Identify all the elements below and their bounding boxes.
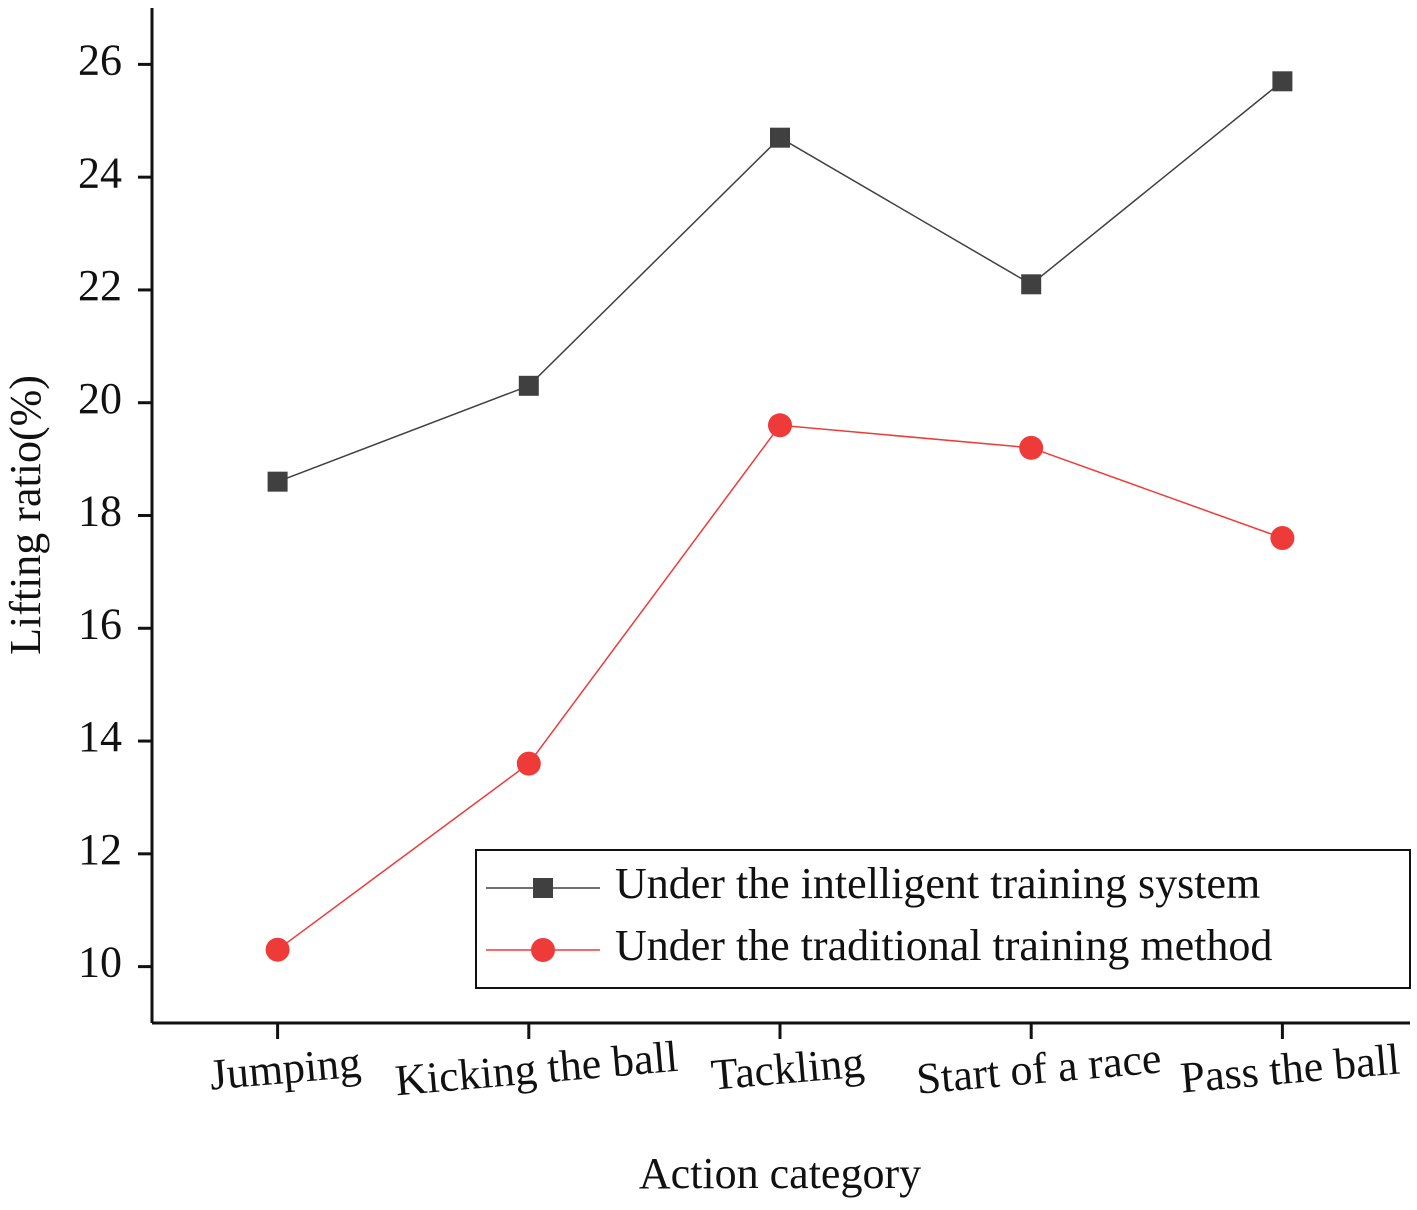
y-tick-label: 12 xyxy=(78,825,122,874)
marker xyxy=(1021,274,1042,295)
legend-label: Under the intelligent training system xyxy=(615,859,1260,908)
y-tick-label: 16 xyxy=(78,599,122,648)
x-axis-label: Action category xyxy=(639,1149,921,1198)
y-tick-label: 18 xyxy=(78,487,122,536)
marker xyxy=(768,413,792,438)
legend xyxy=(475,849,1411,989)
x-tick-label: Start of a race xyxy=(914,1034,1163,1104)
x-tick-label: Kicking the ball xyxy=(393,1032,680,1106)
marker xyxy=(1019,435,1044,460)
marker xyxy=(770,127,790,148)
y-tick-label: 26 xyxy=(78,35,122,84)
x-tick-label: Jumping xyxy=(208,1038,363,1100)
marker xyxy=(518,375,539,396)
marker xyxy=(516,751,541,776)
y-tick-label: 22 xyxy=(78,261,122,310)
y-axis-label: Lifting ratio(%) xyxy=(1,375,50,655)
y-tick-label: 10 xyxy=(78,938,122,987)
legend-label: Under the traditional training method xyxy=(615,921,1272,970)
marker xyxy=(265,937,290,962)
marker xyxy=(1272,71,1293,92)
y-tick-label: 24 xyxy=(78,148,122,197)
x-tick-label: Tackling xyxy=(709,1038,866,1100)
legend-marker xyxy=(533,878,553,898)
y-tick-label: 14 xyxy=(78,712,122,761)
legend-marker xyxy=(531,938,555,962)
marker xyxy=(267,471,288,492)
y-tick-label: 20 xyxy=(78,374,122,423)
marker xyxy=(1270,526,1295,551)
x-tick-label: Pass the ball xyxy=(1178,1035,1401,1103)
